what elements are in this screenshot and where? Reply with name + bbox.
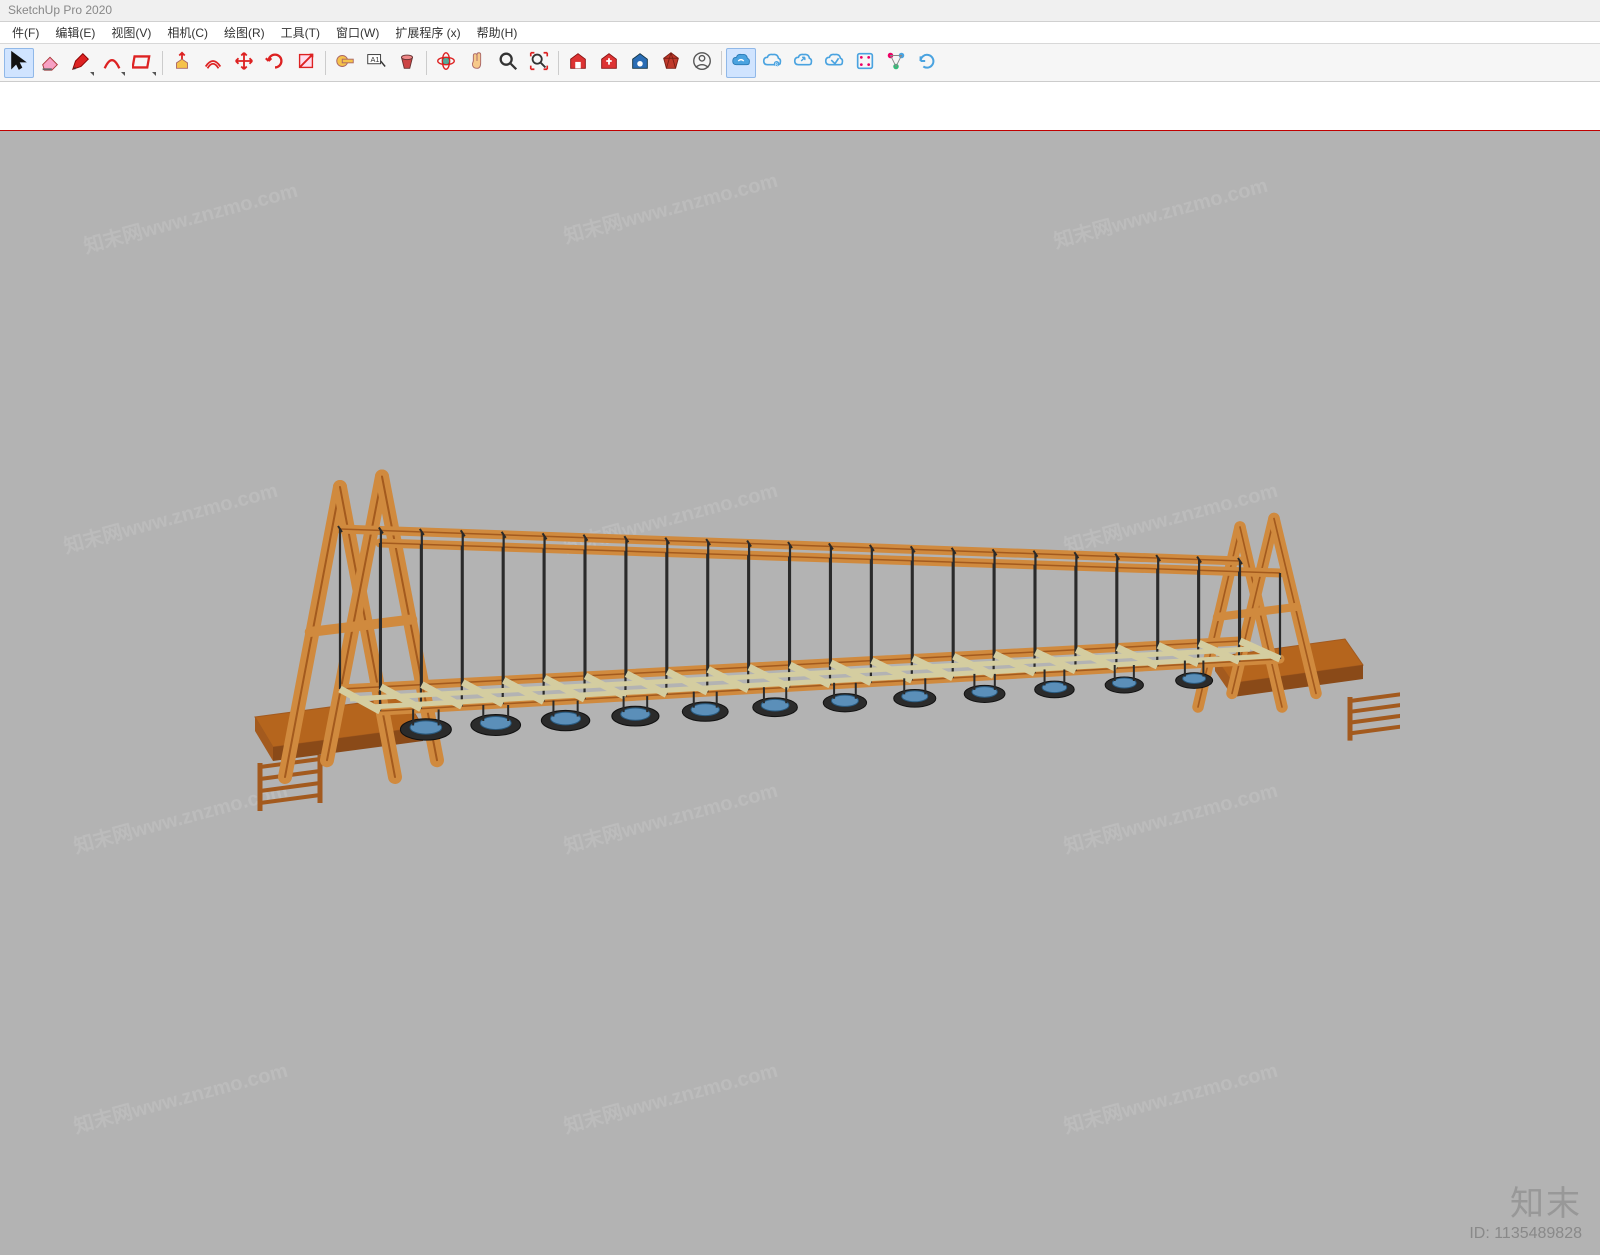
zoom-tool[interactable] <box>493 48 523 78</box>
sky-region <box>0 82 1600 130</box>
scale-tool[interactable] <box>291 48 321 78</box>
dropdown-arrow-icon <box>121 72 125 76</box>
pencil-icon <box>70 50 92 75</box>
rotate-icon <box>264 50 286 75</box>
toolbar-separator <box>325 51 326 75</box>
graph-tool[interactable] <box>881 48 911 78</box>
select-tool[interactable] <box>4 48 34 78</box>
model-bridge <box>200 437 1400 837</box>
rect-icon <box>132 50 154 75</box>
scale-icon <box>295 50 317 75</box>
move-icon <box>233 50 255 75</box>
watermark-text: 知末网www.znzmo.com <box>70 1054 290 1139</box>
menu-7[interactable]: 扩展程序 (x) <box>387 21 468 44</box>
paint-tool[interactable] <box>392 48 422 78</box>
menu-0[interactable]: 件(F) <box>4 21 47 44</box>
pan-tool[interactable] <box>462 48 492 78</box>
menu-4[interactable]: 绘图(R) <box>216 21 273 44</box>
cursor-icon <box>8 50 30 75</box>
move-tool[interactable] <box>229 48 259 78</box>
brand-id-text: ID: 1135489828 <box>1469 1225 1582 1243</box>
extension-wh-tool[interactable] <box>625 48 655 78</box>
svg-text:A1: A1 <box>371 55 380 64</box>
offset-icon <box>202 50 224 75</box>
toolbar-separator <box>558 51 559 75</box>
rotate-tool[interactable] <box>260 48 290 78</box>
textbox-icon: A1 <box>365 50 387 75</box>
gem-icon <box>660 50 682 75</box>
cloud-a-tool[interactable] <box>726 48 756 78</box>
cloud-d-tool[interactable] <box>819 48 849 78</box>
menu-1[interactable]: 编辑(E) <box>47 21 103 44</box>
cloud1-icon <box>730 50 752 75</box>
watermark-text: 知末网www.znzmo.com <box>80 174 300 259</box>
eraser-icon <box>39 50 61 75</box>
horizon-line <box>0 130 1600 131</box>
tape-tool[interactable] <box>330 48 360 78</box>
arc-icon <box>101 50 123 75</box>
magnify-icon <box>497 50 519 75</box>
pushpull-tool[interactable] <box>167 48 197 78</box>
zoomext-icon <box>528 50 550 75</box>
brand-logo-text: 知末 <box>1469 1176 1582 1225</box>
brand-watermark: 知末 ID: 1135489828 <box>1469 1176 1582 1243</box>
refresh-tool[interactable] <box>912 48 942 78</box>
orbit-tool[interactable] <box>431 48 461 78</box>
cloud3-icon <box>792 50 814 75</box>
toolbar-separator <box>162 51 163 75</box>
shape-tool[interactable] <box>128 48 158 78</box>
watermark-text: 知末网www.znzmo.com <box>1050 169 1270 254</box>
watermark-text: 知末网www.znzmo.com <box>560 1054 780 1139</box>
cloud2-icon: 8 <box>761 50 783 75</box>
menu-8[interactable]: 帮助(H) <box>469 21 526 44</box>
extension-mgr-tool[interactable] <box>656 48 686 78</box>
line-tool[interactable] <box>66 48 96 78</box>
cloud4-icon <box>823 50 845 75</box>
menu-3[interactable]: 相机(C) <box>159 21 216 44</box>
tape-icon <box>334 50 356 75</box>
eraser-tool[interactable] <box>35 48 65 78</box>
toolbar-separator <box>426 51 427 75</box>
nodes-icon <box>885 50 907 75</box>
node-tool[interactable] <box>850 48 880 78</box>
zoom-extents-tool[interactable] <box>524 48 554 78</box>
refresh-icon <box>916 50 938 75</box>
window-title: SketchUp Pro 2020 <box>8 3 112 17</box>
cloud-b-tool[interactable]: 8 <box>757 48 787 78</box>
menu-6[interactable]: 窗口(W) <box>328 21 387 44</box>
svg-text:8: 8 <box>775 63 778 69</box>
signin-tool[interactable] <box>687 48 717 78</box>
offset-tool[interactable] <box>198 48 228 78</box>
menubar: 件(F)编辑(E)视图(V)相机(C)绘图(R)工具(T)窗口(W)扩展程序 (… <box>0 22 1600 44</box>
text-tool[interactable]: A1 <box>361 48 391 78</box>
menu-2[interactable]: 视图(V) <box>103 21 159 44</box>
dropdown-arrow-icon <box>152 72 156 76</box>
watermark-text: 知末网www.znzmo.com <box>560 164 780 249</box>
menu-5[interactable]: 工具(T) <box>273 21 328 44</box>
titlebar: SketchUp Pro 2020 <box>0 0 1600 22</box>
toolbar-separator <box>721 51 722 75</box>
avatar-icon <box>691 50 713 75</box>
dropdown-arrow-icon <box>90 72 94 76</box>
orbit-icon <box>435 50 457 75</box>
nodesq-icon <box>854 50 876 75</box>
warehouse-share-tool[interactable] <box>594 48 624 78</box>
watermark-text: 知末网www.znzmo.com <box>1060 1054 1280 1139</box>
wh-red-icon <box>567 50 589 75</box>
viewport[interactable]: 知末网www.znzmo.com 知末网www.znzmo.com 知末网www.z… <box>0 82 1600 1255</box>
wh-blue-icon <box>629 50 651 75</box>
cloud-c-tool[interactable] <box>788 48 818 78</box>
warehouse-tool[interactable] <box>563 48 593 78</box>
toolbar: A1 8 <box>0 44 1600 82</box>
bucket-icon <box>396 50 418 75</box>
pushpull-icon <box>171 50 193 75</box>
arc-tool[interactable] <box>97 48 127 78</box>
hand-icon <box>466 50 488 75</box>
wh-red2-icon <box>598 50 620 75</box>
